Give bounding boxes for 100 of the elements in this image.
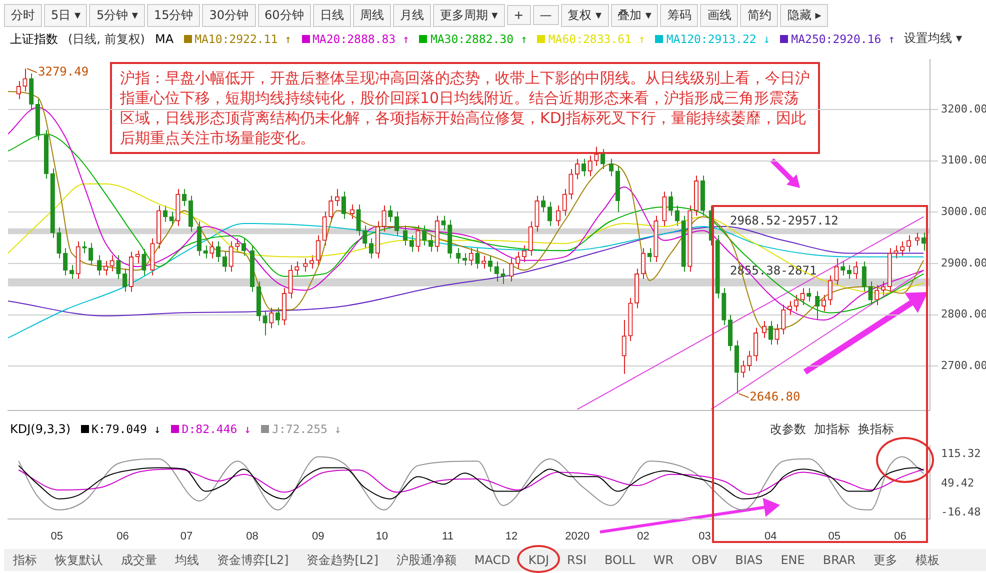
- candlestick: [828, 274, 832, 306]
- annotation: 2646.80: [750, 390, 800, 404]
- text: 更多: [872, 552, 898, 568]
- line-series: [18, 468, 924, 495]
- candlestick: [196, 220, 202, 256]
- candlestick: [103, 260, 108, 276]
- candlestick: [509, 258, 514, 282]
- candlestick: [394, 211, 400, 236]
- candlestick: [622, 320, 626, 374]
- text: 资金趋势[L2]: [306, 552, 380, 568]
- candlestick: [269, 307, 274, 329]
- text: 5分钟 ▾: [89, 4, 145, 26]
- annotation: 3279.49: [38, 64, 89, 79]
- candlestick: [110, 254, 114, 272]
- text: 沪股通净额: [395, 552, 458, 568]
- x-tick-label: 09: [312, 530, 324, 542]
- x-tick-label: 07: [180, 530, 193, 542]
- candlestick: [241, 238, 246, 256]
- x-tick-label: 06: [116, 530, 129, 542]
- x-tick-label: 02: [637, 530, 650, 542]
- candlestick: [88, 242, 94, 266]
- candlestick: [468, 248, 474, 266]
- candlestick: [640, 248, 646, 280]
- legend-label: MA30:2882.30 ↑: [430, 32, 528, 46]
- candlestick: [800, 288, 805, 306]
- candlestick: [328, 195, 334, 222]
- text: 画线: [700, 4, 738, 26]
- candlestick: [262, 310, 268, 336]
- legend-label: D:82.446 ↓: [182, 422, 252, 436]
- text: 更多周期 ▾: [432, 4, 505, 26]
- candlestick: [116, 254, 121, 280]
- candlestick: [216, 240, 221, 262]
- text: 均线: [174, 552, 200, 568]
- candlestick: [97, 254, 102, 276]
- x-tick-label: 05: [50, 530, 63, 542]
- text: RSI: [566, 552, 588, 569]
- candlestick: [581, 158, 586, 177]
- legend-label: J:72.255 ↓: [272, 422, 342, 436]
- text: 设置均线 ▾: [904, 30, 962, 47]
- candlestick: [316, 234, 320, 266]
- candlestick: [350, 204, 354, 220]
- candlestick: [500, 268, 506, 285]
- line-series: [8, 183, 924, 294]
- candlestick: [575, 158, 580, 180]
- candlestick: [368, 238, 374, 259]
- candlestick: [562, 188, 567, 216]
- x-tick-label: 05: [828, 530, 841, 542]
- candlestick: [900, 240, 905, 256]
- chart-subtitle: (日线, 前复权): [68, 30, 145, 48]
- candlestick: [862, 260, 866, 292]
- legend-label: K:79.049 ↓: [92, 422, 161, 436]
- x-tick-label: 08: [246, 530, 258, 542]
- line-series: [18, 465, 924, 500]
- candlestick: [482, 255, 486, 270]
- text: 隐藏 ▸: [780, 4, 828, 26]
- candlestick: [668, 191, 674, 216]
- candlestick: [794, 294, 798, 312]
- text: 分时: [4, 4, 42, 26]
- text: 15分钟: [146, 4, 200, 26]
- candlestick: [906, 234, 912, 252]
- line-series: [18, 456, 924, 510]
- text: 日线: [312, 4, 351, 26]
- annotation: 沪指：早盘小幅低开，开盘后整体呈现冲高回落的态势，收带上下影的中阴线。从日线级别上看，今日沪指重心位下移，短期均线持续钝化，股价回踩10日均线附近。结合近期形态来看，沪指形成三角形震荡区域，日线形态顶背离结构仍未化解，各项指标开始高位修复，KDJ指标死叉下行，量能持续萎靡，因此后期重点关注市场量能变化。: [110, 62, 820, 154]
- candlestick: [662, 191, 667, 227]
- candlestick: [362, 225, 368, 250]
- candlestick: [309, 254, 314, 270]
- candlestick: [921, 232, 926, 252]
- text: 周线: [352, 4, 391, 26]
- candlestick: [488, 255, 493, 272]
- band-label: 2968.52-2957.12: [730, 213, 838, 228]
- text: +: [506, 5, 531, 25]
- candlestick: [356, 204, 361, 236]
- candlestick: [22, 68, 28, 92]
- text: 加指标: [814, 420, 850, 438]
- legend-title: MA: [155, 32, 174, 46]
- legend-label: MA20:2888.83 ↑: [312, 32, 410, 46]
- candlestick: [768, 320, 773, 346]
- text: 复权 ▾: [560, 4, 609, 26]
- text: 换指标: [858, 420, 894, 438]
- candlestick: [462, 252, 468, 266]
- text: OBV: [690, 552, 718, 569]
- text: 简约: [740, 4, 778, 26]
- line-series: [8, 226, 924, 316]
- x-tick-label: 04: [764, 530, 777, 542]
- text: 60分钟: [258, 4, 311, 26]
- candlestick: [288, 264, 293, 299]
- text: 模板: [914, 552, 940, 568]
- candlestick: [428, 234, 434, 252]
- legend-label: MA250:2920.16 ↑: [791, 32, 896, 46]
- x-tick-label: 03: [698, 530, 711, 542]
- candlestick: [275, 307, 280, 326]
- text: 改参数: [770, 420, 806, 438]
- candlestick: [382, 204, 386, 232]
- candlestick: [874, 284, 880, 306]
- candlestick: [821, 294, 826, 312]
- text: 资金博弈[L2]: [216, 552, 290, 568]
- x-tick-label: 10: [376, 530, 388, 542]
- candlestick: [894, 245, 898, 259]
- candlestick: [441, 215, 446, 231]
- candlestick: [228, 240, 234, 272]
